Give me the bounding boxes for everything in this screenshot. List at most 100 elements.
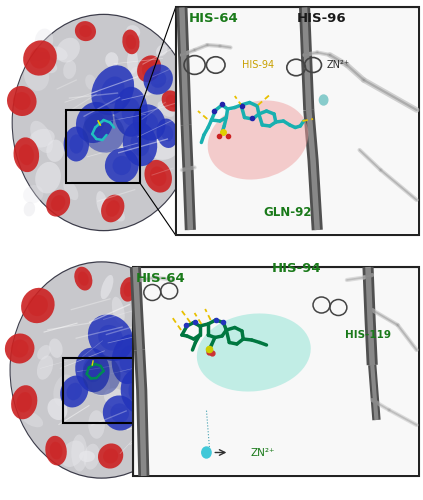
Ellipse shape — [197, 314, 311, 392]
Ellipse shape — [101, 200, 125, 222]
Ellipse shape — [101, 275, 113, 299]
Ellipse shape — [112, 334, 146, 384]
Ellipse shape — [19, 144, 34, 165]
Ellipse shape — [123, 122, 157, 166]
Ellipse shape — [154, 366, 176, 396]
Ellipse shape — [49, 442, 63, 460]
Text: HIS-96: HIS-96 — [297, 12, 346, 25]
Ellipse shape — [61, 440, 85, 467]
Ellipse shape — [101, 76, 124, 104]
Ellipse shape — [7, 86, 36, 116]
Ellipse shape — [113, 156, 131, 175]
Ellipse shape — [150, 166, 166, 186]
Ellipse shape — [30, 129, 55, 148]
Ellipse shape — [166, 94, 178, 108]
Ellipse shape — [98, 444, 123, 468]
Ellipse shape — [115, 328, 133, 352]
Ellipse shape — [147, 312, 170, 338]
Ellipse shape — [112, 297, 125, 324]
Ellipse shape — [49, 338, 63, 358]
Ellipse shape — [63, 126, 89, 162]
Ellipse shape — [5, 334, 34, 364]
Ellipse shape — [148, 138, 178, 160]
Ellipse shape — [83, 444, 100, 469]
Ellipse shape — [145, 160, 172, 192]
Text: ZN²⁺: ZN²⁺ — [327, 60, 350, 70]
Ellipse shape — [130, 66, 155, 96]
Ellipse shape — [120, 277, 137, 301]
Ellipse shape — [137, 56, 161, 82]
Ellipse shape — [208, 100, 308, 180]
Ellipse shape — [103, 448, 118, 464]
Ellipse shape — [126, 25, 140, 38]
Ellipse shape — [139, 338, 157, 364]
Ellipse shape — [138, 360, 156, 380]
Ellipse shape — [37, 356, 53, 380]
Ellipse shape — [24, 60, 49, 91]
Ellipse shape — [133, 104, 165, 141]
Ellipse shape — [74, 266, 92, 290]
Ellipse shape — [127, 49, 138, 74]
Ellipse shape — [140, 344, 154, 367]
Text: HIS-94: HIS-94 — [242, 60, 274, 70]
Ellipse shape — [157, 101, 175, 117]
Ellipse shape — [142, 60, 157, 77]
Ellipse shape — [164, 342, 176, 355]
Bar — [177, 9, 418, 234]
Ellipse shape — [38, 60, 57, 74]
Ellipse shape — [126, 34, 136, 50]
Ellipse shape — [92, 375, 110, 396]
Ellipse shape — [98, 325, 123, 350]
Ellipse shape — [11, 14, 195, 231]
Ellipse shape — [141, 408, 171, 439]
Ellipse shape — [147, 414, 165, 433]
Ellipse shape — [75, 21, 96, 41]
Ellipse shape — [45, 436, 67, 466]
Ellipse shape — [79, 450, 95, 462]
Ellipse shape — [63, 180, 78, 200]
Bar — [66, 110, 140, 182]
Ellipse shape — [121, 370, 155, 414]
Ellipse shape — [71, 434, 87, 472]
Ellipse shape — [18, 339, 34, 353]
Ellipse shape — [103, 396, 137, 430]
Ellipse shape — [28, 295, 48, 316]
Ellipse shape — [47, 398, 67, 420]
Ellipse shape — [141, 400, 154, 424]
Ellipse shape — [132, 351, 162, 389]
Ellipse shape — [156, 44, 168, 56]
Bar — [135, 268, 418, 474]
Ellipse shape — [48, 46, 68, 60]
Text: HIS-64: HIS-64 — [136, 272, 186, 285]
Ellipse shape — [30, 48, 50, 68]
Ellipse shape — [85, 74, 96, 90]
Ellipse shape — [121, 98, 140, 126]
Ellipse shape — [122, 30, 140, 54]
Ellipse shape — [16, 392, 32, 412]
Ellipse shape — [159, 372, 171, 389]
Ellipse shape — [91, 66, 134, 115]
Ellipse shape — [24, 202, 35, 216]
Ellipse shape — [114, 108, 144, 132]
Ellipse shape — [53, 374, 75, 407]
Ellipse shape — [21, 288, 55, 323]
Ellipse shape — [150, 434, 160, 459]
Ellipse shape — [105, 52, 118, 68]
Ellipse shape — [23, 185, 44, 204]
Ellipse shape — [60, 376, 88, 408]
Ellipse shape — [35, 28, 53, 52]
Text: HIS-94: HIS-94 — [271, 262, 321, 276]
Ellipse shape — [20, 410, 43, 428]
Ellipse shape — [11, 262, 192, 478]
Ellipse shape — [82, 112, 125, 152]
Ellipse shape — [150, 71, 166, 88]
Ellipse shape — [88, 314, 133, 361]
Ellipse shape — [101, 194, 124, 222]
Ellipse shape — [82, 355, 121, 395]
Ellipse shape — [149, 318, 163, 336]
Ellipse shape — [37, 345, 51, 360]
Ellipse shape — [149, 70, 171, 84]
Bar — [133, 267, 419, 476]
Ellipse shape — [66, 382, 82, 400]
Ellipse shape — [104, 388, 127, 408]
